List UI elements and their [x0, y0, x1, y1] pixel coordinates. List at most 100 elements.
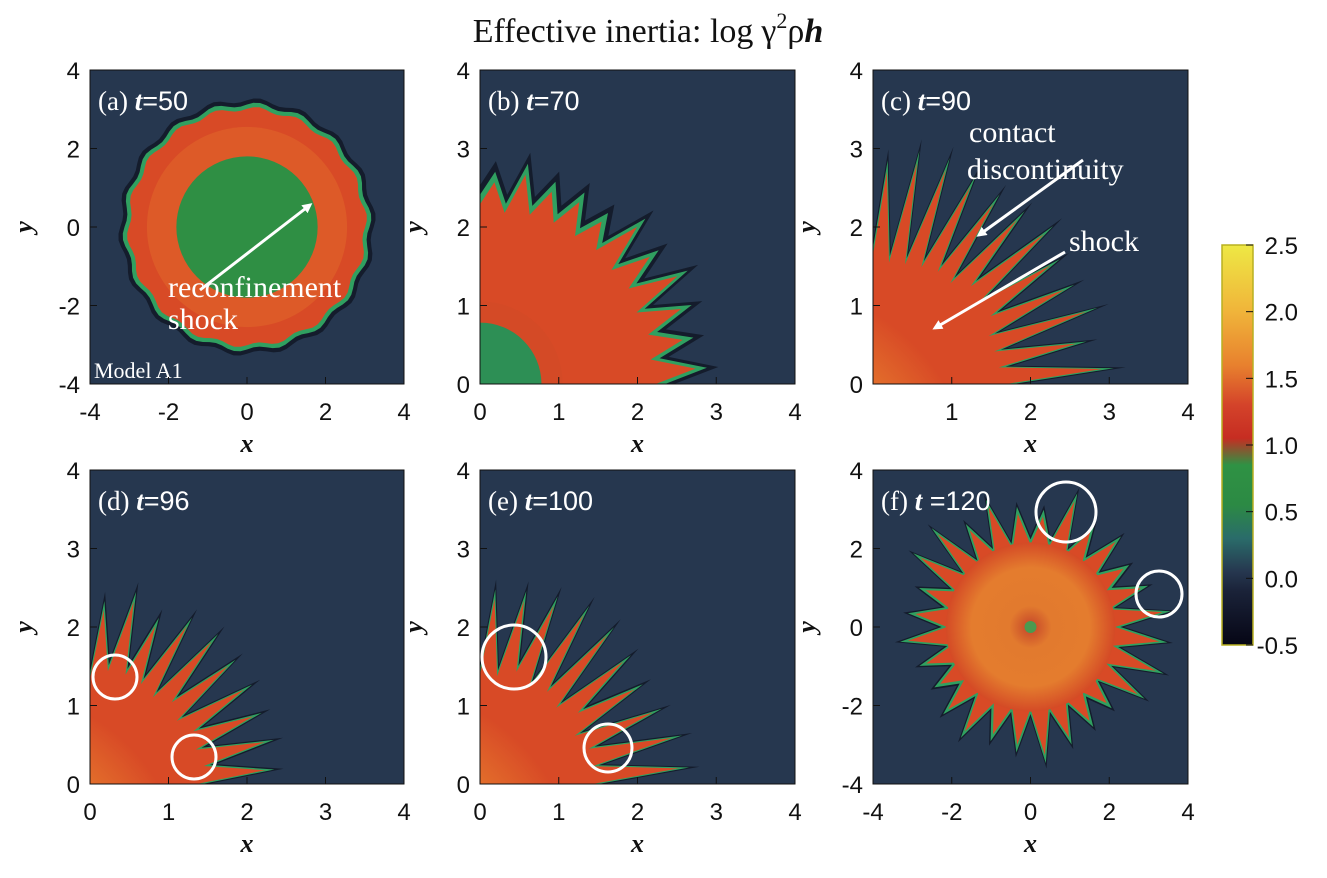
highlight-circle — [480, 623, 548, 691]
x-axis-label: x — [240, 429, 254, 458]
time-value: =50 — [142, 86, 188, 116]
x-tick-label: -4 — [862, 799, 883, 826]
warm-core — [480, 685, 579, 784]
x-tick-label: -4 — [79, 399, 100, 426]
highlight-circle — [1134, 569, 1184, 619]
x-tick-label: 0 — [83, 799, 96, 826]
x-tick-label: 1 — [945, 399, 958, 426]
heatmap-a — [90, 70, 404, 384]
highlight-circle — [91, 653, 139, 701]
panel-id: (f) — [881, 486, 915, 516]
time-symbol: t — [915, 486, 924, 516]
y-tick-label: -4 — [842, 772, 863, 799]
y-tick-label: 2 — [457, 615, 470, 642]
x-tick-label: 3 — [710, 799, 723, 826]
x-tick-label: 4 — [788, 399, 801, 426]
annotation-reconfinement: reconfinement — [168, 271, 342, 304]
x-tick-label: 2 — [1103, 799, 1116, 826]
y-tick-label: 1 — [457, 294, 470, 321]
colorbar-tick-label: 0.0 — [1265, 566, 1298, 593]
annotation-discontinuity: discontinuity — [967, 153, 1124, 186]
time-value: =100 — [532, 486, 593, 516]
y-tick-label: 4 — [457, 58, 470, 85]
panel-label: (b) t=70 — [488, 86, 580, 116]
x-tick-label: 4 — [397, 799, 410, 826]
title-text: Effective inertia: log — [473, 13, 754, 50]
y-tick-label: 0 — [850, 615, 863, 642]
colorbar: 2.5 2.0 1.5 1.0 0.5 0.0 -0.5 — [1221, 233, 1298, 660]
panel-label: (f) t =120 — [881, 486, 991, 516]
x-tick-label: 1 — [552, 799, 565, 826]
x-axis-label: x — [1023, 829, 1037, 858]
y-tick-label: 3 — [457, 137, 470, 164]
heatmap-b — [480, 70, 795, 384]
x-axis-label: x — [1023, 429, 1037, 458]
title-h: h — [804, 13, 823, 50]
heatmap-d — [90, 470, 404, 784]
time-symbol: t — [136, 486, 145, 516]
colorbar-tick-label: 0.5 — [1265, 500, 1298, 527]
panel-c: contact discontinuity shock 1 2 3 4 0 1 2 3 4 x y (c) … — [792, 58, 1195, 458]
y-tick-label: 0 — [67, 772, 80, 799]
x-tick-label: 0 — [473, 799, 486, 826]
annotation-shock: shock — [168, 303, 238, 336]
colorbar-tick-label: 1.0 — [1265, 433, 1298, 460]
colorbar-tick-label: 2.0 — [1265, 300, 1298, 327]
title-sup: 2 — [776, 8, 787, 33]
y-tick-label: 2 — [457, 215, 470, 242]
time-symbol: t — [135, 86, 144, 116]
x-axis-label: x — [240, 829, 254, 858]
plot-frame — [89, 69, 405, 385]
time-value: =120 — [922, 486, 990, 516]
x-tick-label: 4 — [1181, 399, 1194, 426]
time-value: =70 — [534, 86, 580, 116]
heatmap-f — [873, 470, 1188, 784]
x-tick-label: 0 — [1024, 799, 1037, 826]
plot-frame — [479, 69, 796, 385]
x-tick-label: 1 — [162, 799, 175, 826]
colorbar-tick-label: -0.5 — [1257, 633, 1298, 660]
y-axis-label: y — [399, 221, 428, 236]
time-symbol: t — [918, 86, 927, 116]
panel-id: (a) — [98, 86, 135, 116]
y-tick-label: 1 — [850, 294, 863, 321]
x-tick-label: -2 — [158, 399, 179, 426]
panel-d: 0 1 2 3 4 0 1 2 3 4 x y (d) t=96 — [9, 458, 411, 858]
x-tick-label: -2 — [941, 799, 962, 826]
panel-label: (c) t=90 — [881, 86, 971, 116]
annotation-shock: shock — [1069, 225, 1139, 258]
y-tick-label: 2 — [67, 137, 80, 164]
panel-label: (d) t=96 — [98, 486, 190, 516]
y-axis-label: y — [9, 221, 38, 236]
panel-label: (a) t=50 — [98, 86, 188, 116]
x-tick-label: 0 — [240, 399, 253, 426]
y-tick-label: 3 — [67, 537, 80, 564]
y-tick-label: 0 — [457, 772, 470, 799]
title-rho: ρ — [787, 13, 804, 50]
x-tick-label: 2 — [631, 799, 644, 826]
panel-e: 0 1 2 3 4 0 1 2 3 4 x y (e) t=100 — [399, 458, 802, 858]
y-tick-label: -4 — [59, 372, 80, 399]
y-axis-label: y — [792, 221, 821, 236]
x-tick-label: 2 — [631, 399, 644, 426]
y-tick-label: 4 — [67, 58, 80, 85]
x-tick-label: 4 — [397, 399, 410, 426]
x-tick-label: 2 — [319, 399, 332, 426]
y-tick-label: -2 — [59, 294, 80, 321]
colorbar-ticks: 2.5 2.0 1.5 1.0 0.5 0.0 -0.5 — [1246, 233, 1298, 660]
panel-label: (e) t=100 — [488, 486, 593, 516]
plot-frame — [872, 469, 1189, 785]
panel-id: (b) — [488, 86, 526, 116]
highlight-circle — [170, 733, 218, 781]
panel-b: 0 1 2 3 4 0 1 2 3 4 x y (b) t=70 — [399, 58, 802, 458]
x-tick-label: 0 — [473, 399, 486, 426]
title-gamma: γ — [760, 13, 776, 50]
y-tick-label: 4 — [850, 58, 863, 85]
y-tick-label: 2 — [850, 215, 863, 242]
y-axis-label: y — [399, 621, 428, 636]
annotation-arrow — [976, 158, 1084, 237]
center-spot — [1024, 621, 1037, 633]
x-axis-label: x — [630, 829, 644, 858]
